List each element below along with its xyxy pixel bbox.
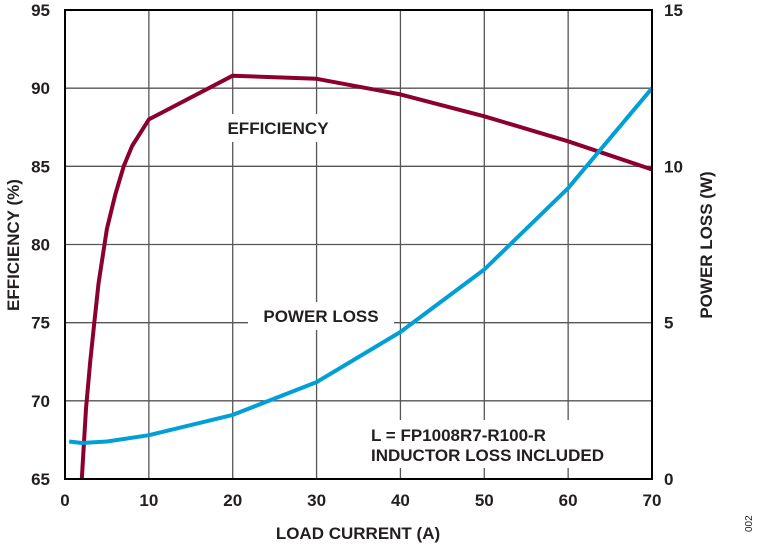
y2-tick-label: 5 <box>664 314 673 333</box>
tick-labels: 0 10 20 30 40 50 60 70 65 70 75 80 85 90 95 0 5 10 15 <box>31 1 683 510</box>
y2-tick-label: 15 <box>664 1 683 20</box>
plot-frame <box>64 9 653 480</box>
y-tick-label: 70 <box>31 392 50 411</box>
figure-id: 002 <box>744 515 755 532</box>
series-line-power-loss <box>68 86 654 445</box>
series-label-power-loss: POWER LOSS <box>263 307 378 326</box>
y-tick-label: 85 <box>31 157 50 176</box>
x-tick-label: 40 <box>391 491 410 510</box>
y2-tick-label: 0 <box>664 470 673 489</box>
y-tick-label: 90 <box>31 79 50 98</box>
grid <box>64 9 653 480</box>
y2-tick-label: 10 <box>664 157 683 176</box>
x-tick-label: 30 <box>307 491 326 510</box>
x-tick-label: 20 <box>223 491 242 510</box>
y2-axis-label: POWER LOSS (W) <box>697 171 716 318</box>
x-tick-label: 70 <box>643 491 662 510</box>
x-axis-label: LOAD CURRENT (A) <box>276 524 440 543</box>
annotation-inductor: L = FP1008R7-R100-R <box>371 426 546 445</box>
y-axis-label: EFFICIENCY (%) <box>4 179 23 311</box>
y-tick-label: 80 <box>31 236 50 255</box>
label-backgrounds <box>212 114 648 468</box>
y-tick-label: 95 <box>31 1 50 20</box>
annotation-loss-included: INDUCTOR LOSS INCLUDED <box>371 446 604 465</box>
x-tick-label: 50 <box>475 491 494 510</box>
y-tick-label: 75 <box>31 314 50 333</box>
x-tick-label: 0 <box>60 491 69 510</box>
series-label-efficiency: EFFICIENCY <box>227 119 329 138</box>
series-line-efficiency <box>79 73 653 480</box>
x-tick-label: 10 <box>139 491 158 510</box>
x-tick-label: 60 <box>559 491 578 510</box>
series <box>68 73 654 480</box>
y-tick-label: 65 <box>31 470 50 489</box>
